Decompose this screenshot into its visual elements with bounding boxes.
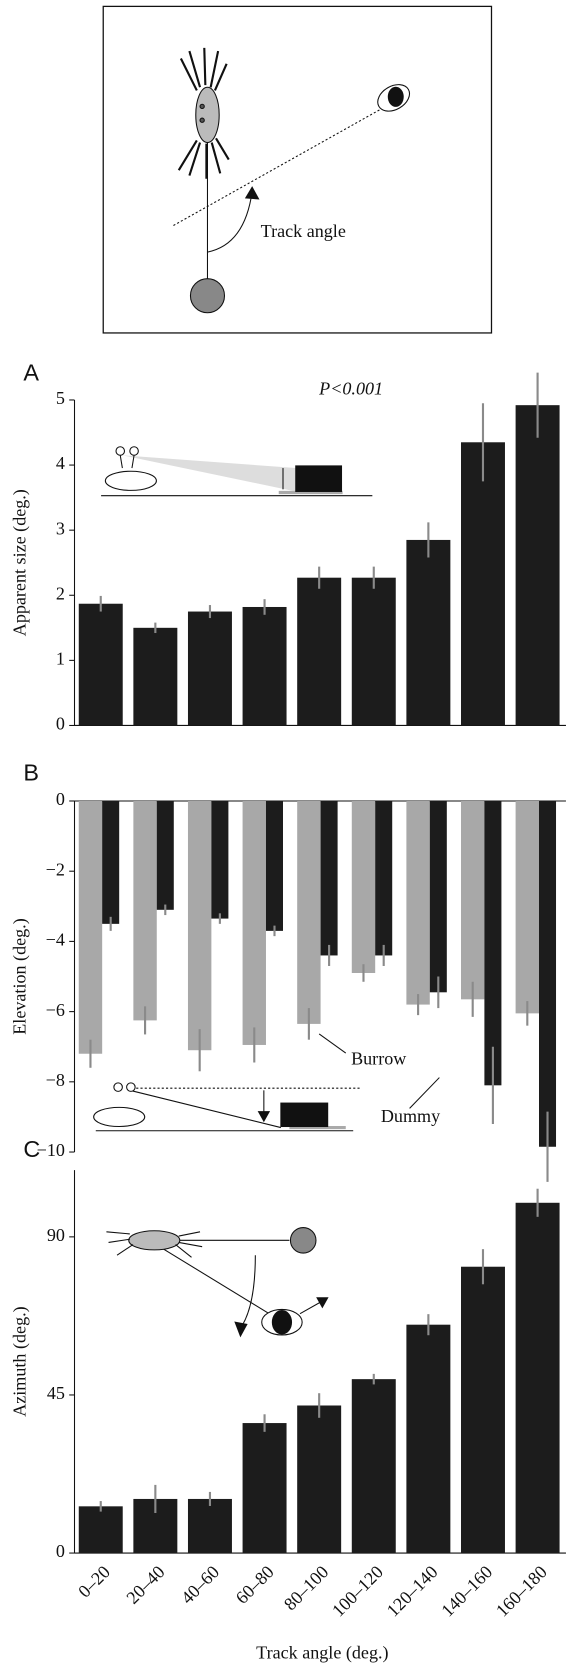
y-tick-label: −10: [37, 1140, 65, 1160]
y-tick-label: 2: [56, 583, 65, 603]
diagram-label: Track angle: [261, 221, 346, 241]
inset-b: [93, 1082, 362, 1132]
x-tick-label: 20–40: [122, 1562, 168, 1608]
bar: [102, 800, 120, 924]
x-tick-label: 0–20: [74, 1562, 114, 1602]
bar: [133, 627, 178, 726]
x-tick-label: 60–80: [232, 1562, 278, 1608]
y-tick-label: 5: [56, 388, 65, 408]
bar: [515, 1202, 560, 1554]
bar: [429, 800, 447, 993]
bar: [539, 800, 557, 1147]
bar: [515, 800, 540, 1014]
panel-label: A: [23, 360, 39, 386]
bar: [460, 800, 485, 1000]
bar: [242, 1423, 287, 1554]
bar: [351, 1379, 396, 1554]
bar: [484, 800, 502, 1086]
legend-entry: Dummy: [381, 1106, 440, 1126]
annotation: P<0.001: [318, 379, 383, 399]
y-tick-label: −4: [46, 930, 65, 950]
bar: [515, 405, 560, 726]
bar: [375, 800, 393, 956]
bar: [187, 1498, 232, 1554]
bar: [351, 800, 376, 973]
x-tick-label: 100–120: [328, 1562, 387, 1621]
inset-a: [101, 446, 373, 497]
bar: [78, 603, 123, 726]
bar: [406, 1324, 451, 1554]
bar: [78, 800, 103, 1054]
y-tick-label: 0: [56, 789, 65, 809]
legend-leaders: [318, 1033, 440, 1109]
bar: [78, 1506, 123, 1554]
x-tick-label: 160–180: [492, 1562, 551, 1621]
bar: [297, 577, 342, 726]
x-axis-label: Track angle (deg.): [256, 1642, 388, 1663]
bar: [133, 800, 157, 1021]
x-tick-label: 40–60: [177, 1562, 223, 1608]
x-tick-label: 120–140: [383, 1562, 442, 1621]
bar: [406, 539, 451, 726]
bar: [297, 1405, 342, 1554]
y-tick-label: −8: [46, 1070, 65, 1090]
y-tick-label: −2: [46, 859, 65, 879]
bar: [406, 800, 430, 1005]
y-axis-label: Elevation (deg.): [9, 918, 30, 1034]
bar: [242, 800, 266, 1045]
panel-label: B: [23, 760, 39, 786]
bar: [187, 800, 212, 1051]
panel-label: C: [23, 1136, 40, 1162]
y-axis-label: Azimuth (deg.): [9, 1306, 30, 1416]
y-tick-label: 0: [56, 1541, 65, 1561]
y-tick-label: 0: [56, 714, 65, 734]
y-axis-label: Apparent size (deg.): [9, 489, 30, 636]
y-tick-label: 3: [56, 518, 65, 538]
x-tick-label: 140–160: [437, 1562, 496, 1621]
bar: [211, 800, 229, 919]
bar: [242, 606, 287, 726]
y-tick-label: 4: [56, 453, 65, 473]
track-diagram: [102, 5, 493, 334]
legend-entry: Burrow: [351, 1049, 406, 1069]
y-tick-label: 45: [47, 1383, 65, 1403]
bar: [156, 800, 174, 910]
bar: [351, 577, 396, 726]
bar: [320, 800, 338, 956]
x-tick-label: 80–100: [280, 1562, 332, 1614]
inset-c: [106, 1227, 329, 1338]
bar: [297, 800, 321, 1024]
bar: [265, 800, 283, 931]
y-tick-label: 90: [47, 1225, 65, 1245]
bar: [460, 1266, 505, 1554]
y-tick-label: 1: [56, 649, 65, 669]
bar: [187, 611, 232, 726]
bar: [460, 442, 505, 726]
y-tick-label: −6: [46, 1000, 65, 1020]
